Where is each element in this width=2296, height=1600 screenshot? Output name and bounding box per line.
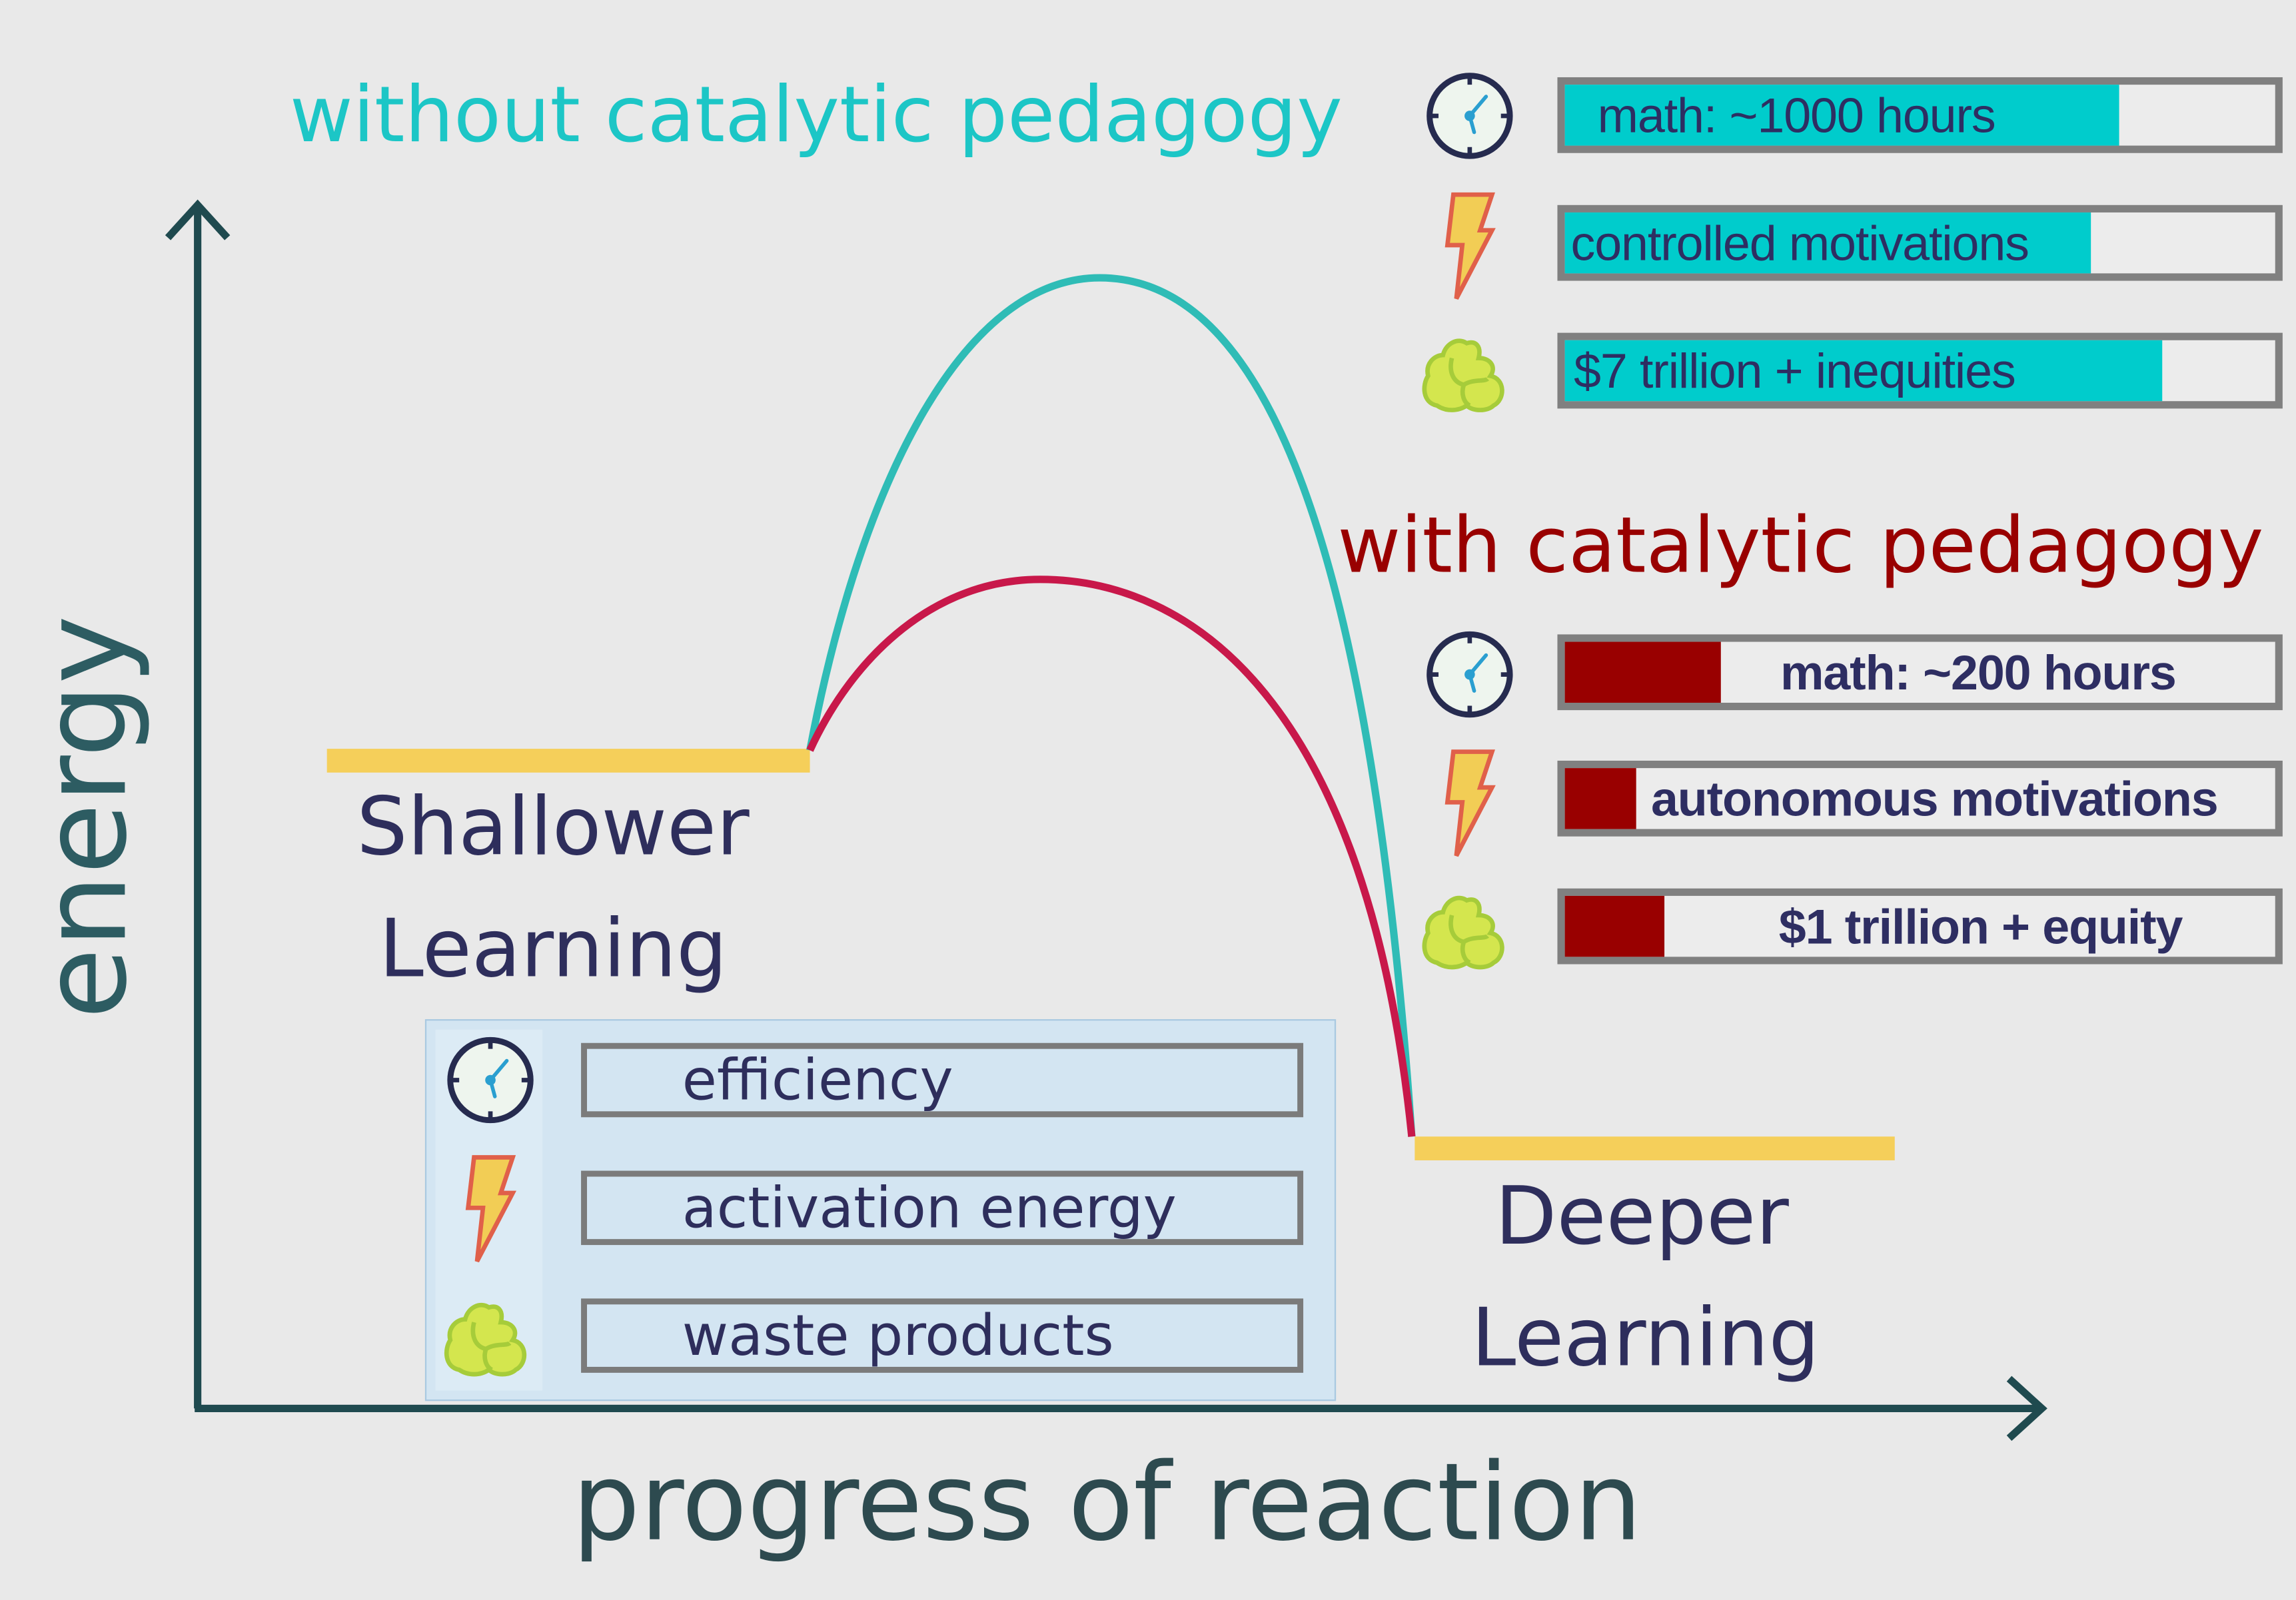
x-axis-arrowhead xyxy=(2006,1376,2047,1441)
start-label-line2: Learning xyxy=(378,901,728,996)
curve-without-catalyst xyxy=(806,274,1416,1137)
product-level xyxy=(1415,1136,1895,1160)
title-with-catalytic: with catalytic pedagogy xyxy=(1337,502,2264,592)
legend-item-waste-products: waste products xyxy=(581,1298,1304,1373)
bar-fill xyxy=(1564,340,2162,402)
bar-fill xyxy=(1564,212,2091,274)
start-label-line1: Shallower xyxy=(356,779,750,874)
lightning-icon xyxy=(1424,749,1516,857)
bar-fill xyxy=(1564,768,1636,829)
end-label-line1: Deeper xyxy=(1494,1169,1789,1263)
end-label-line2: Learning xyxy=(1471,1291,1820,1385)
bar-with-motivation: autonomous motivations xyxy=(1557,760,2283,837)
clock-icon xyxy=(1424,70,1516,162)
legend-label: activation energy xyxy=(682,1175,1177,1241)
legend-item-efficiency: efficiency xyxy=(581,1042,1304,1118)
title-without-catalytic: without catalytic pedagogy xyxy=(289,71,1343,161)
waste-cloud-icon xyxy=(1419,325,1511,417)
bar-fill xyxy=(1564,641,1722,703)
legend-label: waste products xyxy=(682,1303,1114,1369)
bar-label: math: ~200 hours xyxy=(1780,643,2177,699)
legend-item-activation-energy: activation energy xyxy=(581,1170,1304,1246)
clock-icon xyxy=(1424,628,1516,720)
bar-label: $7 trillion + inequities xyxy=(1573,342,2016,398)
y-axis-arrowhead xyxy=(165,199,231,240)
clock-icon xyxy=(444,1034,536,1126)
bar-fill xyxy=(1564,895,1664,957)
bar-label: autonomous motivations xyxy=(1650,770,2219,825)
bar-fill xyxy=(1564,85,2119,146)
bar-without-time: math: ~1000 hours xyxy=(1557,77,2283,153)
bar-with-time: math: ~200 hours xyxy=(1557,634,2283,711)
y-axis-label: energy xyxy=(19,615,153,1020)
bar-label: $1 trillion + equity xyxy=(1778,898,2183,953)
bar-without-waste: $7 trillion + inequities xyxy=(1557,332,2283,409)
waste-cloud-icon xyxy=(1419,883,1511,975)
lightning-icon xyxy=(1424,192,1516,300)
lightning-icon xyxy=(444,1155,536,1263)
x-axis-label: progress of reaction xyxy=(572,1439,1642,1565)
bar-without-motivation: controlled motivations xyxy=(1557,204,2283,281)
bar-label: math: ~1000 hours xyxy=(1597,87,1996,143)
waste-cloud-icon xyxy=(441,1290,533,1382)
bar-with-waste: $1 trillion + equity xyxy=(1557,888,2283,965)
bar-label: controlled motivations xyxy=(1570,214,2029,270)
legend-label: efficiency xyxy=(682,1047,953,1113)
curve-with-catalyst xyxy=(806,576,1416,1137)
legend: efficiency activation energy waste produ… xyxy=(424,1019,1337,1401)
reactant-level xyxy=(326,749,810,773)
